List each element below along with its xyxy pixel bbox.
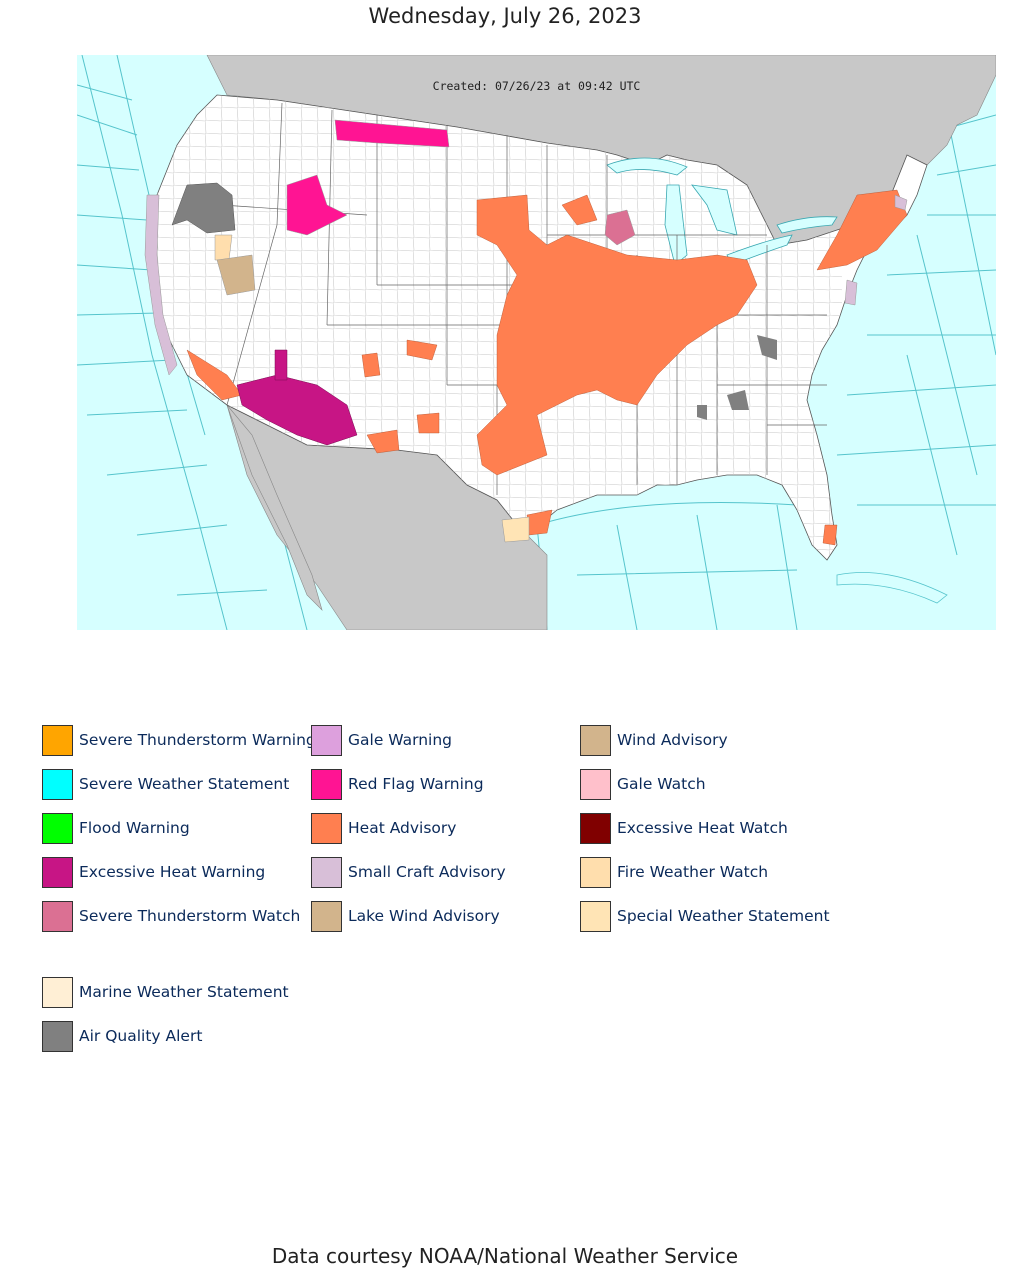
- legend-swatch: [580, 856, 611, 888]
- legend-swatch: [42, 976, 73, 1008]
- legend-label: Air Quality Alert: [79, 1027, 203, 1045]
- legend-label: Severe Thunderstorm Watch: [79, 907, 301, 925]
- legend-swatch: [42, 1020, 73, 1052]
- legend-swatch: [311, 812, 342, 844]
- legend-label: Severe Weather Statement: [79, 775, 290, 793]
- legend-swatch: [42, 900, 73, 932]
- legend-swatch: [580, 724, 611, 756]
- legend-label: Severe Thunderstorm Warning: [79, 731, 316, 749]
- legend-swatch: [42, 724, 73, 756]
- legend-swatch: [42, 856, 73, 888]
- map-canvas: [77, 55, 996, 630]
- alert-areas: [144, 119, 908, 546]
- legend-item: Heat Advisory: [311, 811, 456, 845]
- legend-label: Excessive Heat Warning: [79, 863, 266, 881]
- footer-credit: Data courtesy NOAA/National Weather Serv…: [271, 1244, 739, 1268]
- legend-label: Wind Advisory: [617, 731, 728, 749]
- legend-item: Wind Advisory: [580, 723, 728, 757]
- legend-item: Gale Warning: [311, 723, 452, 757]
- legend: Severe Thunderstorm Warning Severe Weath…: [42, 723, 942, 1063]
- legend-label: Small Craft Advisory: [348, 863, 506, 881]
- legend-swatch: [42, 768, 73, 800]
- legend-swatch: [311, 768, 342, 800]
- legend-label: Flood Warning: [79, 819, 190, 837]
- legend-label: Fire Weather Watch: [617, 863, 769, 881]
- legend-item: Flood Warning: [42, 811, 190, 845]
- legend-label: Special Weather Statement: [617, 907, 830, 925]
- legend-item: Air Quality Alert: [42, 1019, 202, 1053]
- weather-alert-map: Created: 07/26/23 at 09:42 UTC: [77, 55, 996, 630]
- legend-swatch: [42, 812, 73, 844]
- legend-item: Severe Thunderstorm Watch: [42, 899, 300, 933]
- legend-label: Heat Advisory: [348, 819, 457, 837]
- legend-item: Lake Wind Advisory: [311, 899, 500, 933]
- legend-item: Fire Weather Watch: [580, 855, 768, 889]
- page-title: Wednesday, July 26, 2023: [368, 4, 642, 28]
- legend-label: Gale Watch: [617, 775, 706, 793]
- legend-item: Excessive Heat Watch: [580, 811, 788, 845]
- legend-label: Gale Warning: [348, 731, 453, 749]
- legend-item: Marine Weather Statement: [42, 975, 289, 1009]
- legend-label: Excessive Heat Watch: [617, 819, 788, 837]
- legend-item: Small Craft Advisory: [311, 855, 506, 889]
- legend-item: Red Flag Warning: [311, 767, 484, 801]
- legend-swatch: [311, 724, 342, 756]
- legend-swatch: [311, 856, 342, 888]
- legend-item: Gale Watch: [580, 767, 706, 801]
- legend-swatch: [580, 812, 611, 844]
- legend-item: Severe Thunderstorm Warning: [42, 723, 316, 757]
- legend-label: Marine Weather Statement: [79, 983, 289, 1001]
- legend-label: Red Flag Warning: [348, 775, 484, 793]
- legend-swatch: [311, 900, 342, 932]
- legend-item: Special Weather Statement: [580, 899, 830, 933]
- legend-label: Lake Wind Advisory: [348, 907, 500, 925]
- created-timestamp: Created: 07/26/23 at 09:42 UTC: [432, 79, 641, 93]
- legend-item: Severe Weather Statement: [42, 767, 289, 801]
- legend-swatch: [580, 900, 611, 932]
- great-lakes: [606, 157, 838, 266]
- legend-swatch: [580, 768, 611, 800]
- legend-item: Excessive Heat Warning: [42, 855, 265, 889]
